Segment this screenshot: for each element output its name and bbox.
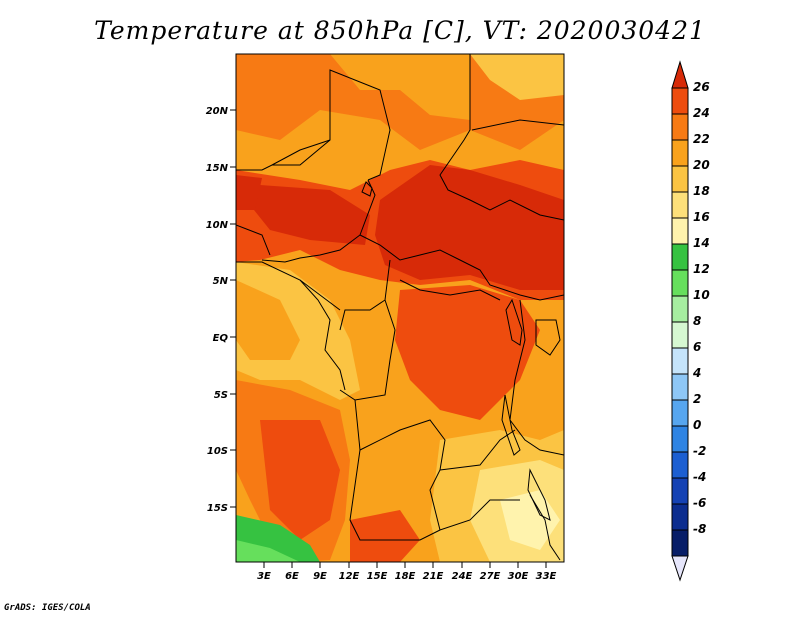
colorbar-label: 2 [693, 392, 701, 406]
colorbar-label: -6 [693, 496, 706, 510]
colorbar-label: 16 [693, 210, 710, 224]
lat-label: 5N [213, 276, 229, 287]
colorbar-label: 14 [693, 236, 710, 250]
lat-label: 5S [214, 390, 228, 401]
lon-label: 6E [285, 571, 299, 582]
colorbar-swatch [671, 217, 689, 245]
lat-label: EQ [213, 333, 229, 344]
colorbar-swatch [671, 425, 689, 453]
colorbar-swatch [671, 373, 689, 401]
lat-label: 15S [207, 503, 228, 514]
colorbar-label: 8 [693, 314, 701, 328]
lon-label: 27E [480, 571, 501, 582]
lon-label: 9E [313, 571, 327, 582]
colorbar-label: 10 [693, 288, 710, 302]
colorbar-swatch [671, 399, 689, 427]
colorbar-swatch [671, 165, 689, 193]
colorbar-swatch [671, 295, 689, 323]
colorbar-swatch [671, 87, 689, 115]
colorbar-swatch [671, 139, 689, 167]
colorbar-swatch [671, 529, 689, 557]
colorbar-swatch [671, 555, 689, 582]
colorbar-swatch [671, 477, 689, 505]
lon-label: 12E [339, 571, 360, 582]
colorbar-label: 12 [693, 262, 710, 276]
colorbar-label: 20 [693, 158, 710, 172]
colorbar-swatch [671, 191, 689, 219]
map-title: Temperature at 850hPa [C], VT: 202003042… [94, 16, 706, 45]
lat-ticks [230, 109, 236, 508]
colorbar-swatch [671, 269, 689, 297]
lon-label: 30E [508, 571, 529, 582]
colorbar-swatch [671, 113, 689, 141]
colorbar-label: 26 [693, 80, 710, 94]
lat-label: 20N [206, 106, 229, 117]
colorbar-label: -4 [693, 470, 706, 484]
colorbar-swatch [671, 60, 689, 89]
colorbar-label: 22 [693, 132, 710, 146]
colorbar-labels: 26 24 22 20 18 16 14 12 10 8 6 4 2 0 -2 … [692, 80, 710, 536]
colorbar-label: 24 [693, 106, 710, 120]
colorbar-label: -2 [693, 444, 706, 458]
lat-label: 10N [206, 220, 229, 231]
map-frame [235, 53, 565, 563]
lat-label: 10S [207, 446, 228, 457]
lon-label: 24E [452, 571, 473, 582]
lon-label: 3E [257, 571, 271, 582]
lon-label: 18E [395, 571, 416, 582]
colorbar-label: 4 [692, 366, 701, 380]
country-borders [236, 54, 564, 561]
colorbar [671, 60, 689, 582]
lakes [361, 181, 561, 521]
colorbar-swatch [671, 503, 689, 531]
footer-credit: GrADS: IGES/COLA [4, 603, 91, 613]
colorbar-label: 18 [693, 184, 710, 198]
lon-label: 15E [367, 571, 388, 582]
colorbar-swatch [671, 347, 689, 375]
colorbar-swatch [671, 451, 689, 479]
lon-label: 21E [423, 571, 444, 582]
colorbar-label: 0 [693, 418, 701, 432]
colorbar-label: -8 [693, 522, 706, 536]
temperature-field [236, 54, 564, 562]
lat-label: 15N [206, 163, 229, 174]
lon-label: 33E [536, 571, 557, 582]
lon-ticks [263, 562, 547, 568]
colorbar-swatch [671, 321, 689, 349]
colorbar-label: 6 [693, 340, 701, 354]
colorbar-swatch [671, 243, 689, 271]
